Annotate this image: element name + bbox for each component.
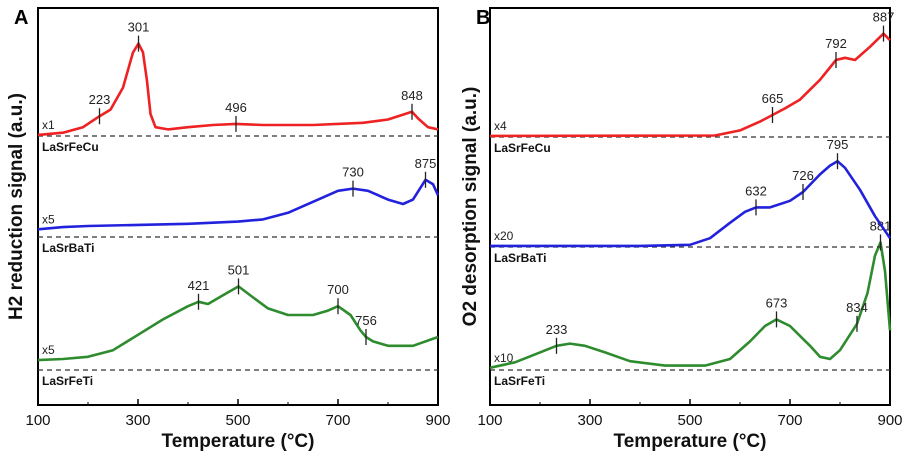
peak-label: 501	[228, 262, 250, 277]
x-tick-label: 700	[777, 412, 802, 429]
peak-label: 421	[188, 278, 210, 293]
peak-label: 726	[792, 168, 814, 183]
series-name-label: LaSrFeTi	[494, 374, 545, 388]
series-line-lasrbati	[37, 178, 440, 231]
peak-label: 730	[342, 165, 364, 180]
peak-label: 700	[327, 282, 349, 297]
x-tick-label: 500	[225, 412, 250, 429]
x-tick-label: 300	[577, 412, 602, 429]
multiplier-label: x5	[42, 212, 55, 226]
x-tick-label: 100	[25, 412, 50, 429]
x-tick-label: 100	[477, 412, 502, 429]
plot-frame	[37, 7, 439, 406]
panel-letter: A	[14, 7, 28, 29]
panel-a: A 100 300 500 700 900 Temperature (°C) H2 reduc…	[6, 7, 451, 452]
peak-label: 756	[355, 313, 377, 328]
series-name-label: LaSrFeCu	[494, 141, 551, 155]
x-tick-label: 500	[677, 412, 702, 429]
peak-label: 223	[89, 92, 111, 107]
x-tick-label: 900	[877, 412, 902, 429]
panel-letter: B	[476, 7, 490, 29]
peak-label: 233	[546, 322, 568, 337]
multiplier-label: x10	[494, 351, 514, 365]
x-tick-label: 700	[325, 412, 350, 429]
series-name-label: LaSrFeCu	[42, 140, 99, 154]
series-name-label: LaSrBaTi	[494, 251, 546, 265]
y-axis-title: H2 reduction signal (a.u.)	[6, 93, 27, 320]
peak-label: 834	[846, 300, 868, 315]
y-axis-title: O2 desorption signal (a.u.)	[460, 87, 481, 327]
peak-label: 301	[128, 20, 150, 35]
peak-label: 875	[415, 156, 437, 171]
multiplier-label: x4	[494, 119, 507, 133]
peak-label: 665	[762, 91, 784, 106]
series-name-label: LaSrFeTi	[42, 374, 93, 388]
multiplier-label: x1	[42, 118, 55, 132]
multiplier-label: x20	[494, 229, 514, 243]
peak-label: 632	[745, 183, 767, 198]
series-line-lasrfeti	[37, 285, 439, 362]
x-axis-title: Temperature (°C)	[614, 431, 767, 452]
series-line-lasrfecu	[37, 42, 439, 137]
panel-b: B 100 300 500 700 900 Temperature (°C) O2 desor…	[460, 7, 903, 452]
x-axis-title: Temperature (°C)	[162, 431, 315, 452]
series-name-label: LaSrBaTi	[42, 241, 94, 255]
peak-label: 496	[225, 100, 247, 115]
x-tick-label: 300	[125, 412, 150, 429]
peak-label: 848	[401, 88, 423, 103]
series-line-lasrfecu	[489, 32, 891, 138]
x-tick-label: 900	[425, 412, 450, 429]
peak-label: 673	[766, 295, 788, 310]
peak-label: 792	[825, 36, 847, 51]
series-line-lasrbati	[490, 159, 892, 248]
peak-label: 795	[827, 137, 849, 152]
multiplier-label: x5	[42, 343, 55, 357]
series-line-lasrfeti	[489, 241, 892, 370]
peak-label: 887	[873, 10, 895, 25]
